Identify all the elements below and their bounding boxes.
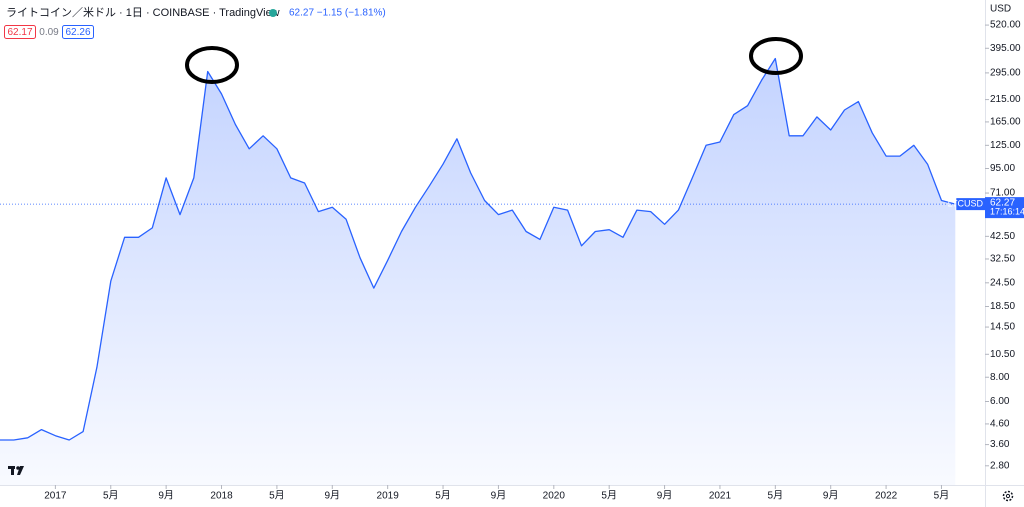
x-tick-label: 5月 [269,490,285,502]
y-tick-label: 14.50 [990,322,1015,333]
x-tick-label: 5月 [601,490,617,502]
price-tag: 62.27 [990,197,1015,208]
spread: 0.09 [39,27,59,38]
ask-box[interactable] [62,25,94,39]
y-tick-label: 71.00 [990,188,1015,199]
currency-label: USD [990,4,1011,15]
quote: 62.27 −1.15 (−1.81%) [289,8,386,19]
y-tick-label: 42.50 [990,231,1015,242]
y-tick-label: 215.00 [990,94,1021,105]
x-tick-label: 9月 [657,490,673,502]
x-tick-label: 2019 [377,491,400,502]
highlight-circle [749,37,803,75]
x-tick-label: 2020 [543,491,566,502]
y-tick-label: 165.00 [990,117,1021,128]
price-tag-bg [985,197,1024,219]
x-tick-label: 2021 [709,491,732,502]
x-tick-label: 5月 [435,490,451,502]
x-tick-label: 5月 [103,490,119,502]
x-tick-label: 2017 [44,491,67,502]
bid: 62.17 [7,27,32,38]
bid-box[interactable] [4,25,36,39]
x-tick-label: 2022 [875,491,898,502]
price-line [0,57,956,441]
x-tick-label: 2018 [210,491,233,502]
y-tick-label: 4.60 [990,419,1010,430]
y-tick-label: 32.50 [990,254,1015,265]
highlight-circle [185,46,239,84]
x-tick-label: 9月 [823,490,839,502]
y-tick-label: 2.80 [990,460,1010,471]
x-tick-label: 9月 [158,490,174,502]
ask: 62.26 [65,27,90,38]
y-tick-label: 24.50 [990,277,1015,288]
x-tick-label: 5月 [768,490,784,502]
y-tick-label: 295.00 [990,68,1021,79]
x-tick-label: 9月 [325,490,341,502]
x-tick-label: 9月 [491,490,507,502]
plot [0,57,956,485]
y-tick-label: 520.00 [990,20,1021,31]
y-tick-label: 95.00 [990,163,1015,174]
symbol-tag-bg [956,198,985,211]
chart-title: ライトコイン／米ドル · 1日 · COINBASE · TradingView [6,6,280,19]
settings-icon[interactable] [1002,490,1014,502]
y-tick-label: 395.00 [990,43,1021,54]
y-tick-label: 3.60 [990,439,1010,450]
y-tick-label: 10.50 [990,349,1015,360]
y-tick-label: 18.50 [990,301,1015,312]
symbol-tag: LTCUSD [948,198,984,208]
time-tag: 17:16:14 [990,206,1024,216]
y-tick-label: 6.00 [990,396,1010,407]
y-tick-label: 125.00 [990,140,1021,151]
tv-logo [8,466,24,475]
x-tick-label: 5月 [934,490,950,502]
y-tick-label: 8.00 [990,372,1010,383]
area [0,58,956,485]
status-dot [269,9,277,17]
